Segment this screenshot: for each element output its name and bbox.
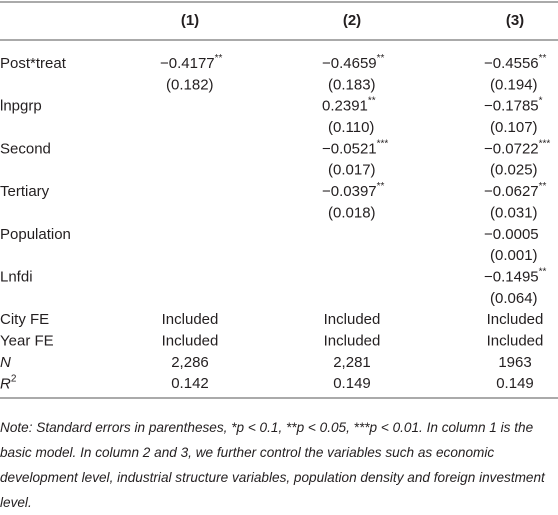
table: (1) (2) (3)Post*treat −0.4177**(0.182)−0.46… — [0, 1, 558, 399]
coefficient: −0.1495** — [484, 267, 547, 286]
column-header: (1) — [181, 12, 199, 29]
cell-value: 1963 — [498, 354, 531, 371]
standard-error: (0.001) — [490, 247, 538, 264]
standard-error: (0.064) — [490, 290, 538, 307]
cell-value: 2,286 — [171, 354, 209, 371]
row-label: Tertiary — [0, 183, 50, 200]
row-label-text: Year FE — [0, 333, 54, 350]
significance-stars: ** — [377, 181, 385, 192]
significance-stars: ** — [539, 267, 547, 278]
row-label-text: Lnfdi — [0, 268, 33, 285]
row-label: Population — [0, 226, 71, 243]
table-note: Note: Standard errors in parentheses, *p… — [0, 420, 545, 510]
cell-value: Included — [324, 311, 381, 328]
coefficient: −0.0397** — [322, 181, 385, 200]
coefficient: −0.1785* — [484, 96, 543, 115]
coefficient: 0.2391** — [322, 96, 376, 115]
standard-error: (0.183) — [328, 76, 376, 93]
row-label-text: Population — [0, 226, 71, 243]
coefficient: −0.0005 — [484, 226, 539, 243]
cell-value: 0.149 — [333, 375, 371, 392]
coefficient: −0.4659** — [322, 53, 385, 72]
coefficient-value: −0.0397 — [322, 183, 377, 200]
standard-error: (0.031) — [490, 204, 538, 221]
cell-value: Included — [162, 333, 219, 350]
row-label: Post*treat — [0, 55, 67, 72]
significance-stars: ** — [539, 53, 547, 64]
coefficient: −0.0722*** — [484, 139, 550, 158]
row-label: City FE — [0, 311, 49, 328]
row-label-text: R — [0, 375, 11, 392]
column-header: (3) — [506, 12, 524, 29]
coefficient: −0.0521*** — [322, 139, 388, 158]
significance-stars: *** — [377, 139, 389, 150]
coefficient-value: −0.4659 — [322, 55, 377, 72]
coefficient: −0.4556** — [484, 53, 547, 72]
coefficient-value: −0.4556 — [484, 55, 539, 72]
row-label: Lnfdi — [0, 268, 33, 285]
significance-stars: ** — [539, 181, 547, 192]
significance-stars: ** — [377, 53, 385, 64]
cell-value: 2,281 — [333, 354, 371, 371]
standard-error: (0.018) — [328, 204, 376, 221]
row-label-text: Post*treat — [0, 55, 67, 72]
row-label-text: N — [0, 354, 11, 371]
significance-stars: ** — [368, 96, 376, 107]
standard-error: (0.194) — [490, 76, 538, 93]
coefficient-value: −0.0722 — [484, 140, 539, 157]
cell-value: 0.149 — [496, 375, 534, 392]
coefficient-value: −0.0627 — [484, 183, 539, 200]
cell-value: Included — [324, 333, 381, 350]
coefficient-value: −0.0005 — [484, 226, 539, 243]
row-label: N — [0, 354, 11, 371]
standard-error: (0.107) — [490, 119, 538, 136]
significance-stars: * — [539, 96, 543, 107]
coefficient-value: −0.1495 — [484, 268, 539, 285]
column-header: (2) — [343, 12, 361, 29]
coefficient: −0.0627** — [484, 181, 547, 200]
row-label-text: lnpgrp — [0, 98, 42, 115]
cell-value: Included — [487, 311, 544, 328]
standard-error: (0.110) — [328, 119, 374, 136]
row-label-text: City FE — [0, 311, 49, 328]
significance-stars: *** — [539, 139, 551, 150]
row-label: lnpgrp — [0, 98, 42, 115]
row-label: Second — [0, 140, 51, 157]
row-label-sup: 2 — [11, 373, 17, 384]
row-label-text: Tertiary — [0, 183, 50, 200]
standard-error: (0.182) — [166, 76, 214, 93]
coefficient-value: −0.0521 — [322, 140, 377, 157]
cell-value: Included — [487, 333, 544, 350]
standard-error: (0.025) — [490, 162, 538, 179]
row-label-text: Second — [0, 140, 51, 157]
significance-stars: ** — [215, 53, 223, 64]
standard-error: (0.017) — [328, 162, 376, 179]
row-label: R2 — [0, 373, 17, 392]
cell-value: Included — [162, 311, 219, 328]
row-label: Year FE — [0, 333, 54, 350]
cell-value: 0.142 — [171, 375, 209, 392]
coefficient-value: 0.2391 — [322, 98, 368, 115]
coefficient: −0.4177** — [160, 53, 223, 72]
coefficient-value: −0.1785 — [484, 98, 539, 115]
coefficient-value: −0.4177 — [160, 55, 215, 72]
